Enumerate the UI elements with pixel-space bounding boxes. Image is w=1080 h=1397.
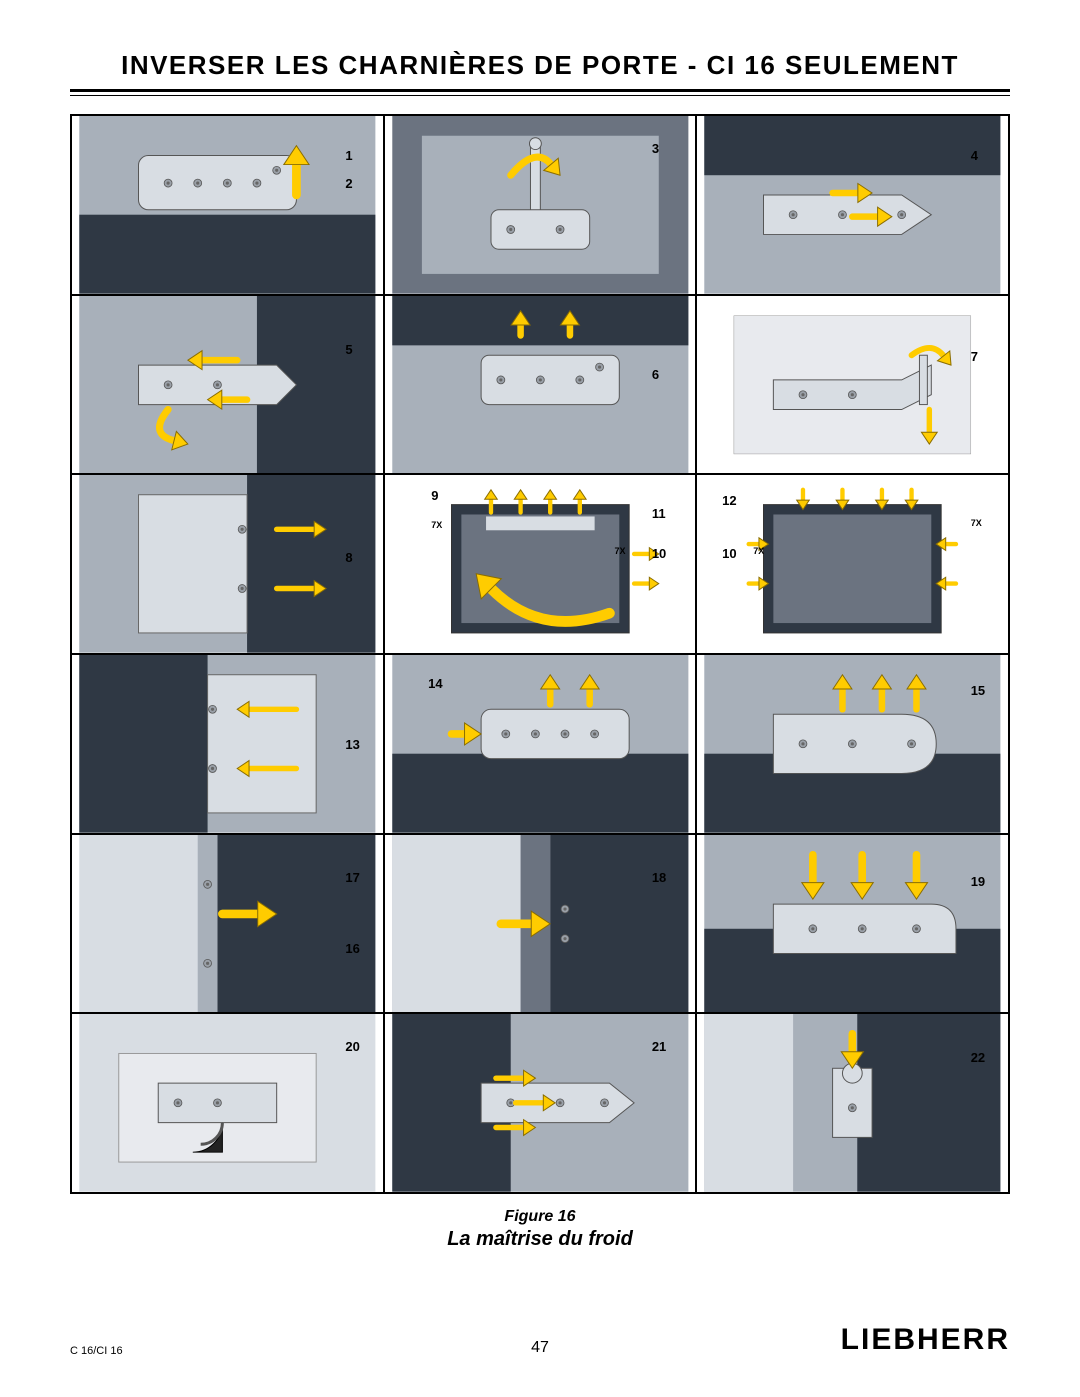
step-label: 10: [652, 546, 666, 561]
step-label: 17: [345, 870, 359, 885]
step-label: 7X: [753, 546, 764, 556]
figure-step-11: 14: [384, 654, 697, 834]
step-label: 3: [652, 141, 659, 156]
step-label: 4: [971, 148, 978, 163]
step-label: 7X: [431, 520, 442, 530]
figure-step-3: 4: [696, 115, 1009, 295]
step-label: 15: [971, 683, 985, 698]
step-label: 18: [652, 870, 666, 885]
page-title: INVERSER LES CHARNIÈRES DE PORTE - CI 16…: [70, 50, 1010, 81]
step-label: 12: [722, 493, 736, 508]
figure-step-16: 20: [71, 1013, 384, 1193]
step-label: 7: [971, 349, 978, 364]
step-label: 7X: [971, 518, 982, 528]
figure-step-6: 7: [696, 295, 1009, 475]
step-label: 14: [428, 676, 442, 691]
title-model: CI 16: [707, 50, 777, 80]
figure-step-9: 12 10 7X 7X: [696, 474, 1009, 654]
step-label: 11: [652, 506, 666, 521]
step-label: 8: [345, 550, 352, 565]
step-label: 21: [652, 1039, 666, 1054]
figure-grid: 12 3 4 5 6 7 8: [70, 114, 1010, 1194]
title-part-3: SEULEMENT: [776, 50, 959, 80]
brand-logo: LIEBHERR: [841, 1323, 1010, 1357]
step-label: 22: [971, 1050, 985, 1065]
figure-step-5: 6: [384, 295, 697, 475]
step-label: 6: [652, 367, 659, 382]
step-label: 19: [971, 874, 985, 889]
step-label: 5: [345, 342, 352, 357]
step-label: 7X: [615, 546, 626, 556]
page-number: 47: [531, 1339, 549, 1357]
figure-step-12: 15: [696, 654, 1009, 834]
figure-caption: Figure 16: [70, 1208, 1010, 1226]
figure-step-2: 3: [384, 115, 697, 295]
step-label: 16: [345, 941, 359, 956]
step-label: 10: [722, 546, 736, 561]
figure-step-1: 12: [71, 115, 384, 295]
figure-step-10: 13: [71, 654, 384, 834]
figure-step-18: 22: [696, 1013, 1009, 1193]
figure-step-4: 5: [71, 295, 384, 475]
tagline: La maîtrise du froid: [70, 1228, 1010, 1251]
title-rule: [70, 89, 1010, 96]
title-part-2: NVERSER LES CHARNIÈRES DE PORTE: [130, 50, 679, 80]
page-footer: C 16/CI 16 47 LIEBHERR: [70, 1323, 1010, 1357]
figure-step-14: 18: [384, 834, 697, 1014]
step-label: 2: [345, 176, 352, 191]
figure-step-17: 21: [384, 1013, 697, 1193]
figure-step-8: 9 11 10 7X 7X: [384, 474, 697, 654]
model-code: C 16/CI 16: [70, 1345, 123, 1357]
step-label: 13: [345, 737, 359, 752]
step-label: 1: [345, 148, 352, 163]
step-label: 9: [431, 488, 438, 503]
title-part-1: I: [121, 50, 130, 80]
figure-step-15: 19: [696, 834, 1009, 1014]
figure-step-7: 8: [71, 474, 384, 654]
step-label: 20: [345, 1039, 359, 1054]
figure-step-13: 1716: [71, 834, 384, 1014]
title-dash: -: [679, 50, 707, 80]
